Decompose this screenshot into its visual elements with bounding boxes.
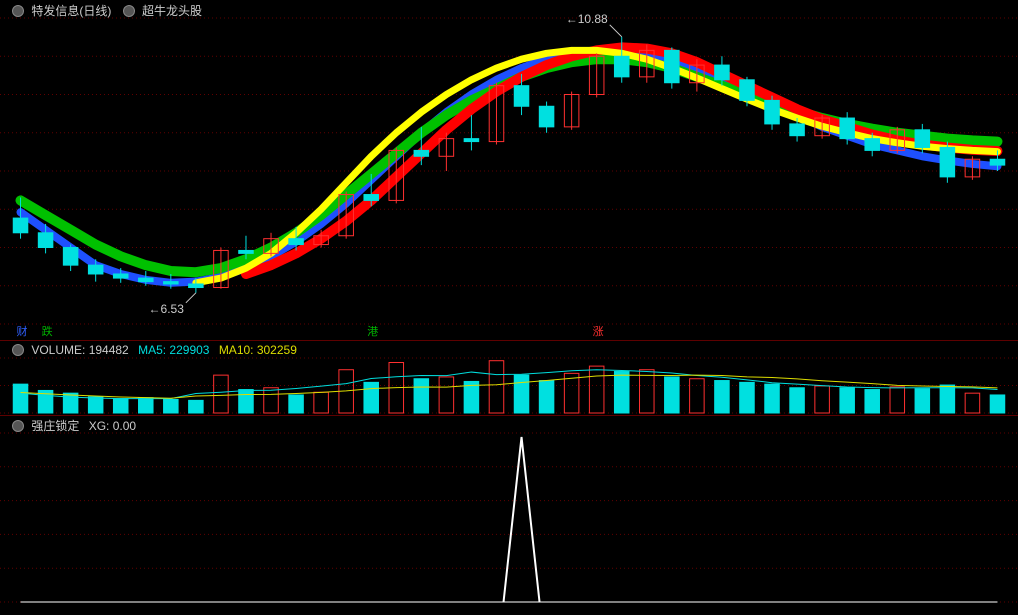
toggle-icon[interactable] — [12, 420, 24, 432]
xg-label: XG: 0.00 — [89, 419, 136, 433]
volume-label: VOLUME: 194482 — [31, 343, 128, 357]
chart-tag: 港 — [363, 323, 382, 339]
indicator-panel[interactable]: 强庄锁定 XG: 0.00 — [0, 415, 1018, 610]
indicator-name: 强庄锁定 — [31, 419, 79, 433]
chart-tag: 财 — [13, 323, 32, 339]
chart-tag: 跌 — [38, 323, 57, 339]
chart-tag: 涨 — [589, 323, 608, 339]
toggle-icon[interactable] — [12, 344, 24, 356]
svg-text:←6.53: ←6.53 — [149, 302, 185, 316]
volume-panel[interactable]: VOLUME: 194482 MA5: 229903 MA10: 302259 — [0, 340, 1018, 415]
main-header: 特发信息(日线) 超牛龙头股 — [4, 2, 202, 19]
main-chart-panel[interactable]: 特发信息(日线) 超牛龙头股 ←10.88 ←6.53 财跌 港 涨 — [0, 0, 1018, 340]
toggle-icon[interactable] — [12, 5, 24, 17]
stock-title: 特发信息(日线) — [31, 4, 111, 18]
indicator-chart[interactable] — [0, 415, 1018, 610]
volume-header: VOLUME: 194482 MA5: 229903 MA10: 302259 — [4, 342, 297, 357]
indicator-title: 超牛龙头股 — [142, 4, 202, 18]
indicator-header: 强庄锁定 XG: 0.00 — [4, 417, 136, 434]
ma10-label: MA10: 302259 — [219, 343, 297, 357]
candlestick-chart[interactable]: ←10.88 ←6.53 — [0, 0, 1018, 340]
svg-text:←10.88: ←10.88 — [566, 12, 608, 26]
toggle-icon[interactable] — [123, 5, 135, 17]
ma5-label: MA5: 229903 — [138, 343, 209, 357]
